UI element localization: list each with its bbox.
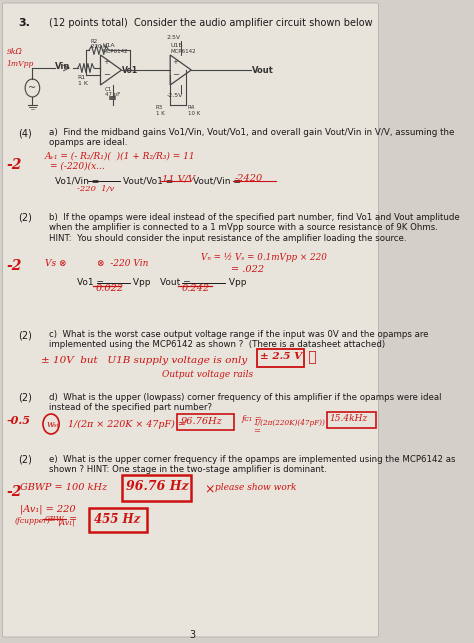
Text: =: =: [69, 515, 77, 524]
Text: 0.242: 0.242: [182, 284, 210, 293]
Text: Vout/Vin =: Vout/Vin =: [193, 176, 244, 185]
Text: -2.5V: -2.5V: [167, 93, 183, 98]
Text: −: −: [173, 70, 180, 79]
Text: R3
1 K: R3 1 K: [155, 105, 164, 116]
Text: C1: C1: [105, 87, 112, 92]
Text: Vout =: Vout =: [160, 278, 194, 287]
Text: −: −: [103, 70, 110, 79]
Text: (fᴄupper): (fᴄupper): [15, 517, 50, 525]
Text: (2): (2): [18, 455, 32, 465]
Text: (12 points total)  Consider the audio amplifier circuit shown below: (12 points total) Consider the audio amp…: [49, 18, 372, 28]
Text: Aᵥ₁ = (- R₂/R₁)(  )(1 + R₂/R₃) = 11: Aᵥ₁ = (- R₂/R₁)( )(1 + R₂/R₃) = 11: [45, 152, 195, 161]
Text: ⊗  -220 Vin: ⊗ -220 Vin: [97, 259, 149, 268]
Text: Vo1/Vin =: Vo1/Vin =: [55, 176, 102, 185]
Text: ×: ×: [197, 483, 215, 496]
Text: GBW: GBW: [45, 515, 64, 523]
Text: fᴄ₁ =: fᴄ₁ =: [241, 415, 262, 423]
Text: MCP6142: MCP6142: [171, 49, 197, 54]
Text: please show work: please show work: [215, 483, 296, 492]
Text: Vo1 =: Vo1 =: [77, 278, 107, 287]
Text: -2420: -2420: [235, 174, 263, 183]
Text: 11 V/V: 11 V/V: [162, 174, 195, 183]
Text: ± 10V  but   U1B supply voltage is only: ± 10V but U1B supply voltage is only: [40, 356, 247, 365]
Text: 2.5V: 2.5V: [167, 35, 181, 40]
Text: 15.4kHz: 15.4kHz: [330, 414, 368, 423]
Text: +: +: [173, 59, 179, 65]
Text: ✓: ✓: [304, 350, 317, 364]
Text: U1A: U1A: [102, 43, 115, 48]
Text: |Av₁|: |Av₁|: [57, 519, 74, 527]
Text: = .022: = .022: [231, 265, 264, 274]
Text: Vout: Vout: [252, 66, 274, 75]
Text: ~: ~: [28, 83, 36, 93]
Text: Vout/Vo1 =: Vout/Vo1 =: [123, 176, 176, 185]
Text: Output voltage rails: Output voltage rails: [162, 370, 253, 379]
Text: R4
10 K: R4 10 K: [188, 105, 200, 116]
Text: d)  What is the upper (lowpass) corner frequency of this amplifier if the opamps: d) What is the upper (lowpass) corner fr…: [49, 393, 441, 412]
Text: Vin: Vin: [55, 62, 71, 71]
Text: R1
1 K: R1 1 K: [78, 75, 88, 86]
Text: -220  1/v: -220 1/v: [77, 185, 114, 193]
Text: Vo1: Vo1: [121, 66, 137, 75]
Text: +: +: [103, 59, 109, 65]
Text: Vpp: Vpp: [130, 278, 151, 287]
Text: Vₙ = ½ Vₛ = 0.1mVpp × 220: Vₙ = ½ Vₛ = 0.1mVpp × 220: [201, 253, 327, 262]
Text: 1mVpp: 1mVpp: [7, 60, 34, 68]
Text: =: =: [254, 427, 263, 435]
Text: Vs ⊗: Vs ⊗: [45, 259, 66, 268]
Text: -0.5: -0.5: [7, 415, 30, 426]
Text: Vpp: Vpp: [226, 278, 246, 287]
Text: ± 2.5 V: ± 2.5 V: [260, 352, 302, 361]
Text: (2): (2): [18, 393, 32, 403]
Text: R2: R2: [91, 39, 98, 44]
Text: (2): (2): [18, 213, 32, 223]
Text: 96.76 Hz: 96.76 Hz: [126, 480, 188, 493]
Text: -2: -2: [7, 158, 22, 172]
Text: 455 Hz: 455 Hz: [94, 513, 140, 526]
Text: 3: 3: [189, 630, 195, 640]
Text: 0.022: 0.022: [96, 284, 124, 293]
Text: 9kΩ: 9kΩ: [7, 48, 22, 56]
Text: GBWP = 100 kHz: GBWP = 100 kHz: [20, 483, 108, 492]
Text: 3.: 3.: [18, 18, 30, 28]
Text: (2): (2): [18, 330, 32, 340]
Text: (4): (4): [18, 128, 32, 138]
Text: |Av₁| = 220: |Av₁| = 220: [20, 505, 76, 514]
Text: 1/(2π × 220K × 47pF) =: 1/(2π × 220K × 47pF) =: [62, 420, 189, 429]
Text: wₛᵢ: wₛᵢ: [46, 420, 59, 429]
Text: c)  What is the worst case output voltage range if the input was 0V and the opam: c) What is the worst case output voltage…: [49, 330, 428, 349]
FancyBboxPatch shape: [2, 3, 378, 637]
Text: MCP6142: MCP6142: [102, 49, 128, 54]
Text: 220 K: 220 K: [91, 44, 107, 49]
Text: a)  Find the midband gains Vo1/Vin, Vout/Vo1, and overall gain Vout/Vin in V/V, : a) Find the midband gains Vo1/Vin, Vout/…: [49, 128, 454, 147]
Text: b)  If the opamps were ideal instead of the specified part number, find Vo1 and : b) If the opamps were ideal instead of t…: [49, 213, 459, 243]
Text: 47 pF: 47 pF: [105, 92, 120, 97]
Text: U1B: U1B: [171, 43, 183, 48]
Text: 1/(2π(220K)(47pF)): 1/(2π(220K)(47pF)): [254, 419, 326, 427]
Text: = (-220)(x...: = (-220)(x...: [50, 162, 105, 171]
Text: -2: -2: [7, 259, 22, 273]
Text: -2: -2: [7, 485, 22, 499]
Text: 96.76Hz: 96.76Hz: [181, 417, 222, 426]
Text: e)  What is the upper corner frequency if the opamps are implemented using the M: e) What is the upper corner frequency if…: [49, 455, 455, 475]
